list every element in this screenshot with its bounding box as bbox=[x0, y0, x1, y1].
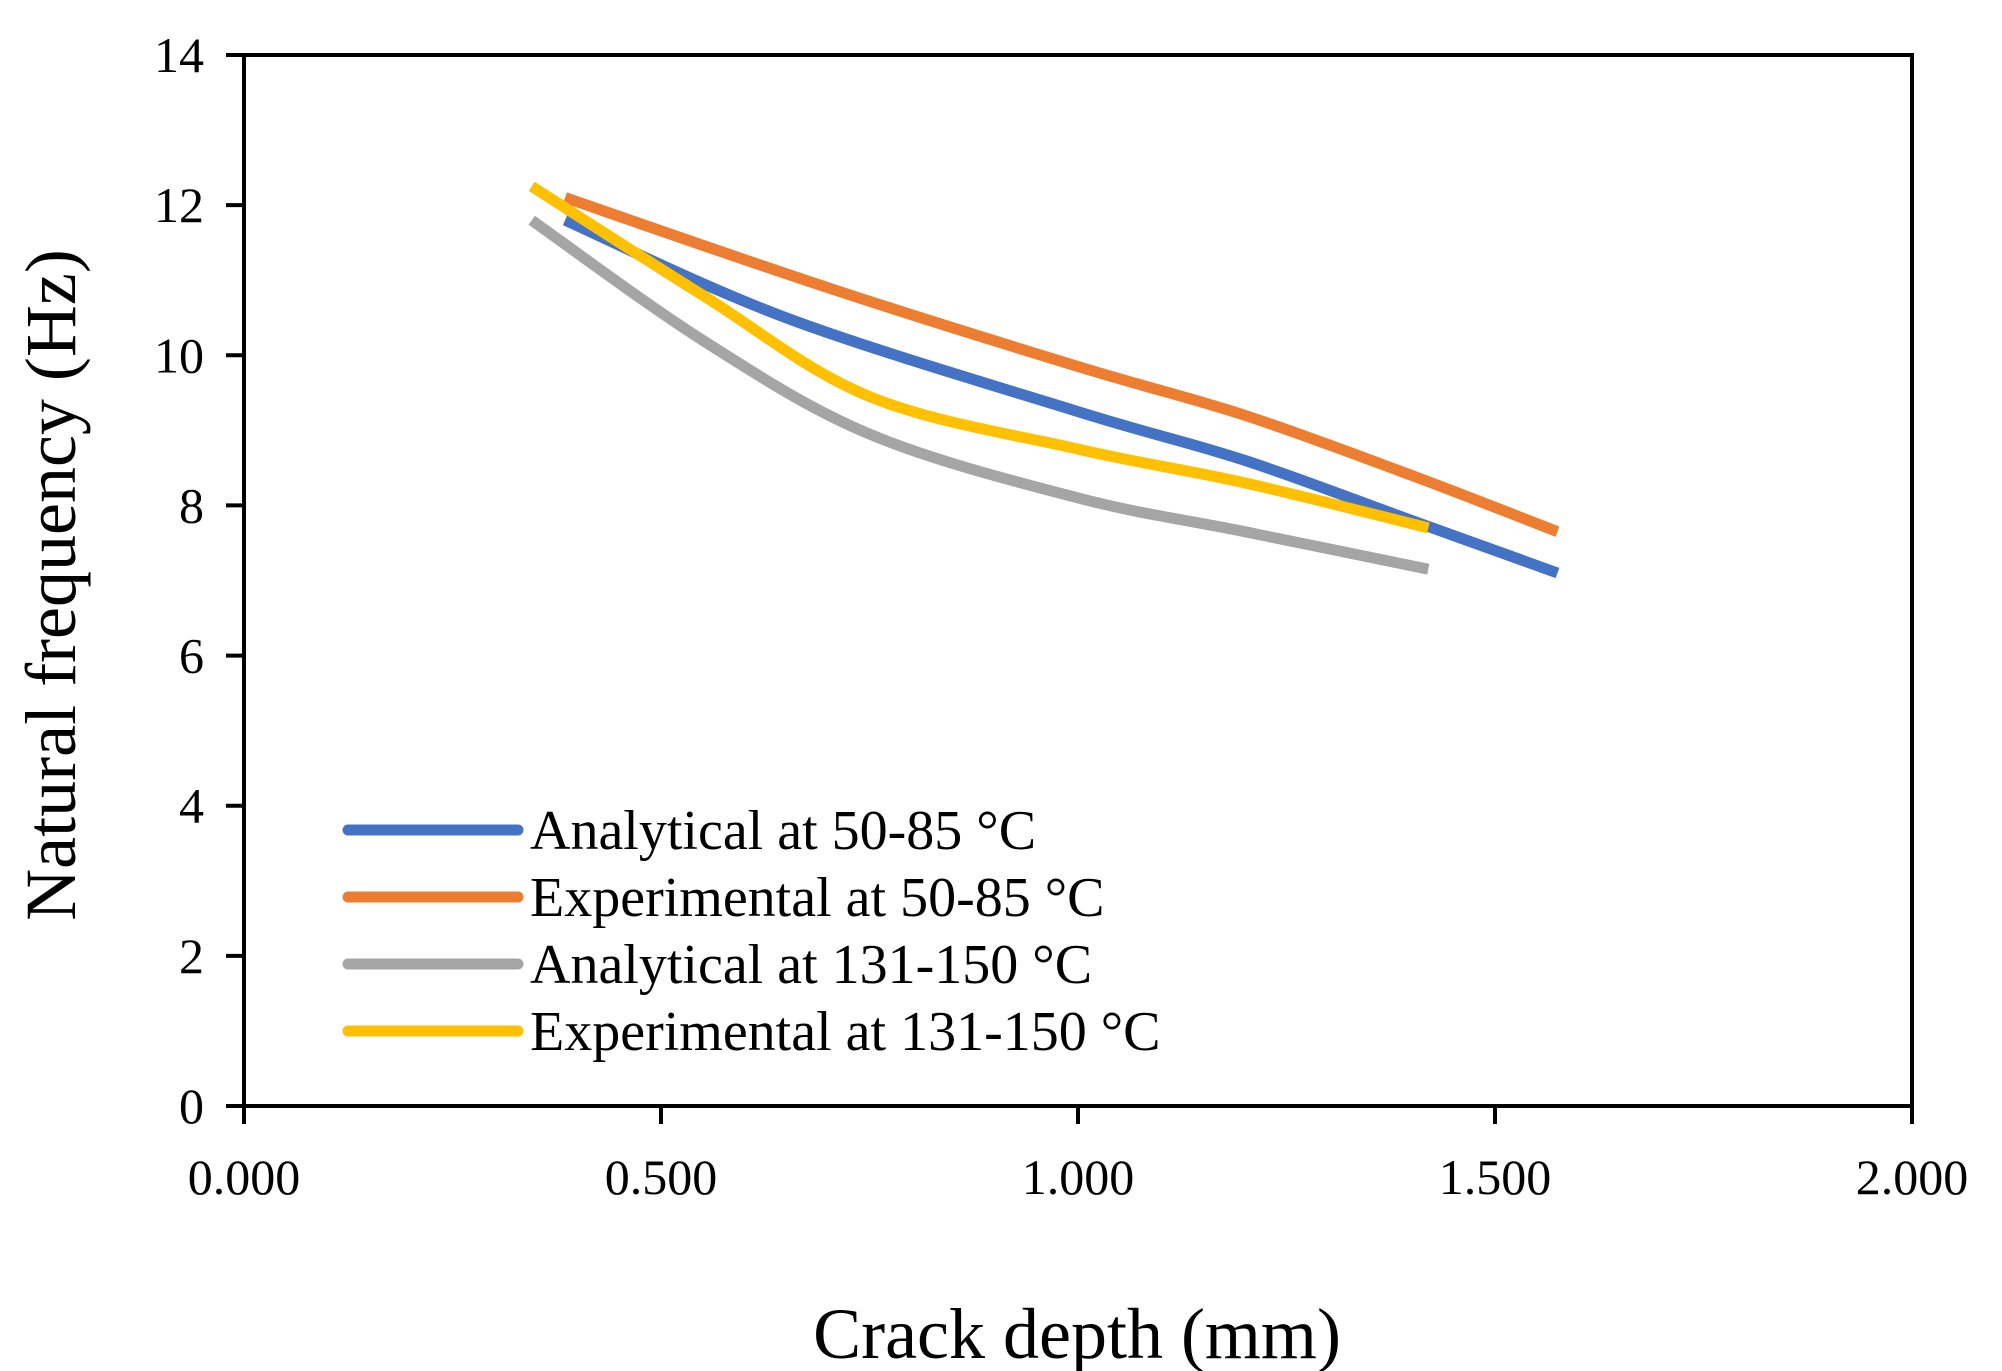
legend-item: Analytical at 50-85 °C bbox=[342, 800, 1036, 862]
series-line-3 bbox=[528, 215, 1430, 575]
y-axis-ticks: 0 2 4 6 8 10 12 14 bbox=[154, 27, 244, 1134]
y-tick-label: 2 bbox=[179, 928, 204, 984]
y-tick-label: 4 bbox=[179, 778, 204, 834]
series-lines bbox=[528, 181, 1560, 579]
legend-label: Experimental at 131-150 °C bbox=[530, 1001, 1160, 1063]
series-line-2 bbox=[563, 192, 1560, 537]
x-tick-label: 0.000 bbox=[188, 1149, 301, 1205]
y-tick-label: 6 bbox=[179, 628, 204, 684]
legend-item: Experimental at 50-85 °C bbox=[342, 867, 1104, 929]
y-tick-label: 12 bbox=[154, 177, 204, 233]
x-axis-title: Crack depth (mm) bbox=[813, 1294, 1341, 1371]
y-tick-label: 8 bbox=[179, 477, 204, 533]
x-axis-ticks: 0.000 0.500 1.000 1.500 2.000 bbox=[188, 1106, 1969, 1205]
series-line-4 bbox=[528, 181, 1430, 534]
legend-item: Analytical at 131-150 °C bbox=[342, 934, 1092, 996]
legend-item: Experimental at 131-150 °C bbox=[342, 1001, 1160, 1063]
y-tick-label: 10 bbox=[154, 327, 204, 383]
y-axis-title: Natural frequency (Hz) bbox=[11, 249, 91, 921]
y-tick-label: 14 bbox=[154, 27, 204, 83]
x-tick-label: 1.000 bbox=[1022, 1149, 1135, 1205]
x-tick-label: 0.500 bbox=[605, 1149, 718, 1205]
legend-label: Analytical at 131-150 °C bbox=[530, 934, 1092, 996]
x-tick-label: 2.000 bbox=[1856, 1149, 1969, 1205]
x-tick-label: 1.500 bbox=[1439, 1149, 1552, 1205]
legend-label: Analytical at 50-85 °C bbox=[530, 800, 1036, 862]
legend-label: Experimental at 50-85 °C bbox=[530, 867, 1104, 929]
y-tick-label: 0 bbox=[179, 1078, 204, 1134]
